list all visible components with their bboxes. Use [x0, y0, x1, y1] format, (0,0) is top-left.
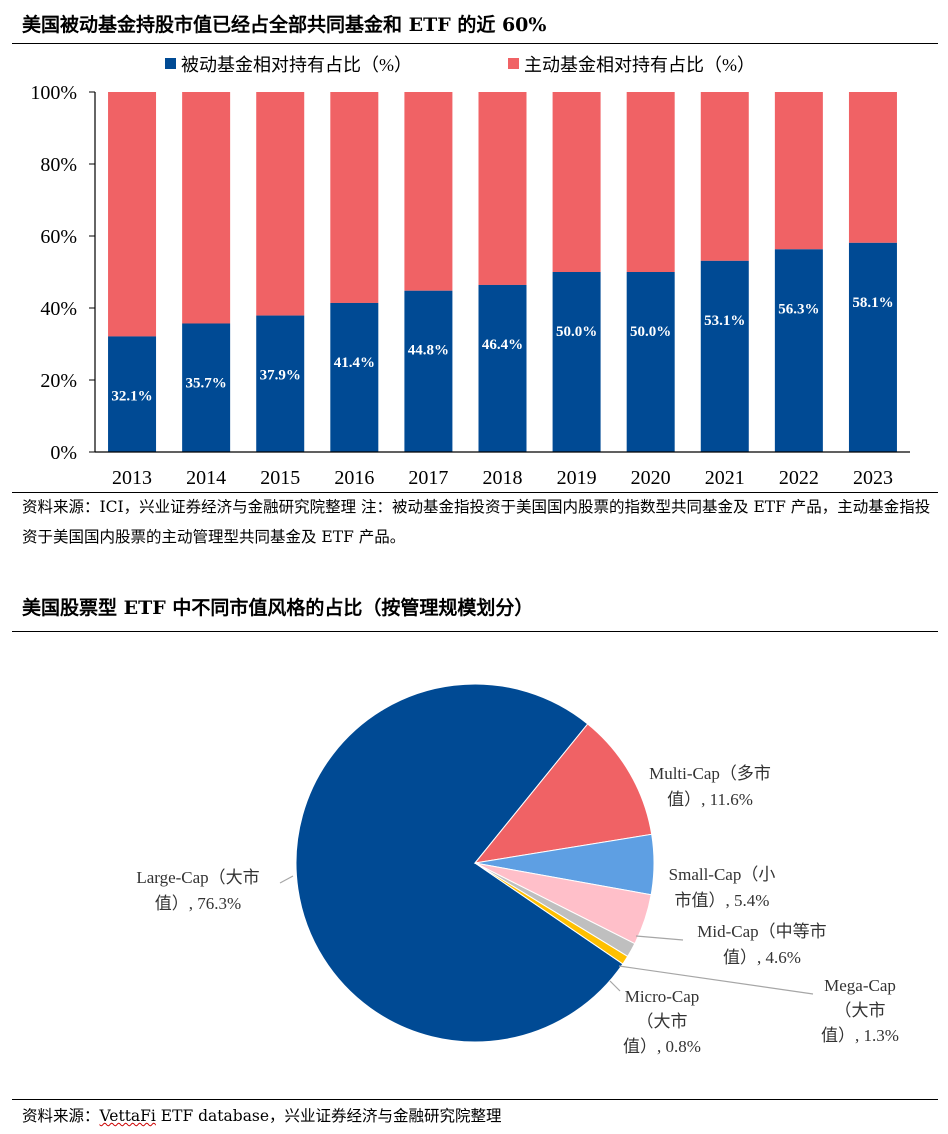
- chart1-title: 美国被动基金持股市值已经占全部共同基金和 ETF 的近 60%: [22, 14, 547, 36]
- pie-label-5-line-1: （大市: [637, 1012, 688, 1031]
- chart2-source: 资料来源：VettaFi ETF database，兴业证券经济与金融研究院整理: [22, 1104, 502, 1126]
- pie-label-3-line-1: 值）, 4.6%: [723, 948, 801, 967]
- source-vettafi: VettaFi: [99, 1107, 156, 1125]
- bar-passive-2022: [774, 249, 823, 452]
- bar-active-2017: [404, 92, 453, 291]
- bar-active-2015: [256, 92, 305, 316]
- pie-leader-4: [618, 965, 814, 995]
- pie-label-3-line-0: Mid-Cap（中等市: [697, 922, 826, 941]
- y-tick-label: 0%: [50, 442, 77, 464]
- bar-passive-2016: [330, 302, 379, 452]
- pie-label-2-line-1: 市值）, 5.4%: [675, 891, 770, 910]
- bar-passive-2017: [404, 290, 453, 452]
- pie-label-2-line-0: Small-Cap（小: [669, 865, 776, 884]
- chart2-title: 美国股票型 ETF 中不同市值风格的占比（按管理规模划分）: [22, 597, 534, 619]
- chart2-title-rule: [12, 631, 938, 632]
- x-tick-label-2023: 2023: [853, 467, 893, 489]
- x-tick-label-2015: 2015: [260, 467, 300, 489]
- chart1-title-rule: [12, 43, 938, 44]
- bar-passive-2020: [626, 272, 675, 452]
- data-label-2020: 50.0%: [630, 324, 671, 340]
- source-rest: ETF database，兴业证券经济与金融研究院整理: [155, 1107, 502, 1125]
- source-prefix: 资料来源：: [22, 1107, 100, 1125]
- y-tick-label: 100%: [30, 82, 77, 104]
- bar-passive-2018: [478, 284, 527, 452]
- bar-active-2014: [182, 92, 231, 324]
- chart1-note: 资料来源：ICI，兴业证券经济与金融研究院整理 注：被动基金指投资于美国国内股票…: [22, 498, 931, 546]
- data-label-2018: 46.4%: [482, 337, 523, 353]
- pie-leader-5: [609, 980, 621, 992]
- pie-label-5-line-0: Micro-Cap: [625, 987, 700, 1006]
- pie-leader-0: [279, 875, 294, 884]
- bar-active-2016: [330, 92, 379, 303]
- pie-label-1-line-0: Multi-Cap（多市: [649, 764, 771, 783]
- data-label-2023: 58.1%: [852, 295, 893, 311]
- y-tick-label: 60%: [40, 226, 77, 248]
- x-tick-label-2019: 2019: [557, 467, 597, 489]
- pie-label-1-line-1: 值）, 11.6%: [667, 790, 753, 809]
- pie-slice-0: [295, 683, 624, 1043]
- bar-active-2019: [552, 92, 601, 272]
- pie-chart: Large-Cap（大市值）, 76.3% Multi-Cap（多市值）, 11.…: [136, 683, 899, 1056]
- bar-passive-2013: [108, 336, 157, 452]
- x-tick-label-2021: 2021: [705, 467, 745, 489]
- bar-passive-2021: [700, 260, 749, 452]
- bar-active-2018: [478, 92, 527, 285]
- bar-active-2013: [108, 92, 157, 337]
- bar-active-2022: [774, 92, 823, 250]
- x-tick-label-2022: 2022: [779, 467, 819, 489]
- y-tick-label: 20%: [40, 370, 77, 392]
- y-tick-label: 80%: [40, 154, 77, 176]
- bar-passive-2023: [848, 242, 897, 452]
- bar-active-2023: [848, 92, 897, 243]
- pie-label-0-line-0: Large-Cap（大市: [136, 868, 259, 887]
- bar-passive-2014: [182, 323, 231, 452]
- pie-label-5-line-2: 值）, 0.8%: [623, 1037, 701, 1056]
- pie-label-4-line-1: （大市: [835, 1001, 886, 1020]
- chart1-bottom-rule: [12, 492, 938, 493]
- legend-swatch-active: [508, 58, 519, 69]
- data-label-2013: 32.1%: [111, 388, 152, 404]
- bar-passive-2015: [256, 315, 305, 452]
- pie-leader-3: [635, 935, 684, 941]
- legend-swatch-passive: [165, 58, 176, 69]
- legend-label-active: 主动基金相对持有占比（%）: [524, 55, 755, 75]
- bar-active-2020: [626, 92, 675, 272]
- data-label-2014: 35.7%: [186, 375, 227, 391]
- x-tick-label-2014: 2014: [186, 467, 226, 489]
- pie-label-0-line-1: 值）, 76.3%: [155, 894, 241, 913]
- data-label-2022: 56.3%: [778, 301, 819, 317]
- pie-slice-1: [473, 723, 653, 864]
- data-label-2019: 50.0%: [556, 324, 597, 340]
- pie-slice-5: [474, 862, 629, 965]
- y-tick-label: 40%: [40, 298, 77, 320]
- chart2-bottom-rule: [12, 1099, 938, 1100]
- x-tick-label-2016: 2016: [334, 467, 374, 489]
- x-tick-label-2013: 2013: [112, 467, 152, 489]
- data-label-2015: 37.9%: [260, 368, 301, 384]
- legend-label-passive: 被动基金相对持有占比（%）: [181, 55, 412, 75]
- bar-passive-2019: [552, 272, 601, 452]
- pie-label-4-line-2: 值）, 1.3%: [821, 1026, 899, 1045]
- x-tick-label-2018: 2018: [483, 467, 523, 489]
- x-tick-label-2017: 2017: [408, 467, 448, 489]
- bar-active-2021: [700, 92, 749, 261]
- bar-chart: 被动基金相对持有占比（%） 主动基金相对持有占比（%） 0% 20% 40% 60% 80%…: [30, 55, 910, 489]
- data-label-2021: 53.1%: [704, 313, 745, 329]
- data-label-2017: 44.8%: [408, 343, 449, 359]
- pie-label-4-line-0: Mega-Cap: [824, 976, 896, 995]
- data-label-2016: 41.4%: [334, 355, 375, 371]
- x-tick-label-2020: 2020: [631, 467, 671, 489]
